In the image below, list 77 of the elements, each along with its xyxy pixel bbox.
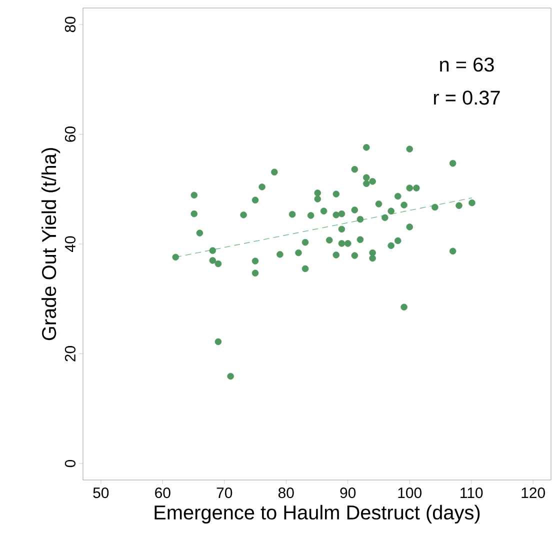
point — [344, 240, 352, 247]
point — [302, 238, 309, 246]
point — [240, 212, 247, 218]
point — [388, 208, 394, 214]
point — [363, 174, 370, 181]
point — [332, 190, 340, 198]
point — [288, 210, 296, 218]
point — [320, 208, 328, 214]
point — [338, 210, 346, 218]
point — [369, 178, 376, 185]
x-tick-label: 70 — [216, 488, 232, 498]
point — [388, 242, 394, 250]
point — [363, 180, 370, 188]
point — [190, 210, 198, 218]
y-tick-label: 80 — [64, 16, 76, 32]
point — [394, 192, 402, 200]
point — [351, 166, 358, 173]
point — [406, 146, 413, 152]
point — [276, 251, 284, 258]
point — [258, 184, 266, 190]
point — [394, 237, 402, 244]
annotation: n = 63 — [440, 58, 494, 72]
point — [382, 214, 388, 222]
point — [209, 257, 216, 264]
point — [214, 338, 222, 346]
annotation: r = 0.37 — [434, 90, 500, 105]
x-tick-label: 120 — [522, 488, 545, 498]
point — [295, 249, 302, 256]
point — [302, 265, 309, 272]
point — [271, 168, 278, 176]
y-axis-title: Grade Out Yield (t/ha) — [42, 148, 60, 340]
point — [468, 199, 476, 206]
point — [332, 252, 340, 258]
x-tick-label: 100 — [398, 488, 422, 498]
x-tick-label: 110 — [460, 488, 483, 498]
point — [356, 236, 364, 243]
point — [314, 190, 322, 196]
y-tick-label: 60 — [64, 126, 76, 142]
point — [190, 192, 198, 199]
point — [351, 252, 358, 259]
point — [326, 236, 333, 244]
point — [214, 260, 222, 268]
point — [314, 196, 322, 202]
y-tick-label: 40 — [64, 236, 76, 252]
point — [400, 304, 408, 311]
point — [449, 160, 456, 167]
x-tick-label: 90 — [340, 488, 356, 498]
point — [413, 184, 420, 192]
x-tick-label: 50 — [93, 488, 109, 498]
point — [338, 226, 346, 233]
point — [209, 247, 216, 254]
point — [406, 224, 413, 230]
point — [307, 212, 314, 219]
point — [369, 254, 376, 262]
point — [227, 372, 234, 380]
point — [432, 204, 438, 211]
x-tick-label: 80 — [278, 488, 294, 498]
point — [338, 240, 346, 247]
point — [196, 230, 204, 236]
point — [375, 200, 382, 208]
point — [252, 196, 259, 204]
point — [351, 206, 358, 214]
point — [356, 216, 364, 223]
y-tick-label: 20 — [64, 346, 76, 362]
point — [252, 270, 259, 276]
point — [172, 254, 179, 261]
x-tick-label: 60 — [155, 488, 170, 498]
point — [369, 249, 376, 256]
point — [252, 258, 259, 264]
point — [332, 212, 340, 218]
point — [400, 202, 408, 208]
point — [456, 202, 462, 209]
point — [406, 184, 413, 192]
x-axis-title: Emergence to Haulm Destruct (days) — [154, 504, 480, 524]
point — [363, 144, 370, 151]
y-tick-label: 0 — [64, 460, 76, 468]
point — [449, 248, 456, 255]
